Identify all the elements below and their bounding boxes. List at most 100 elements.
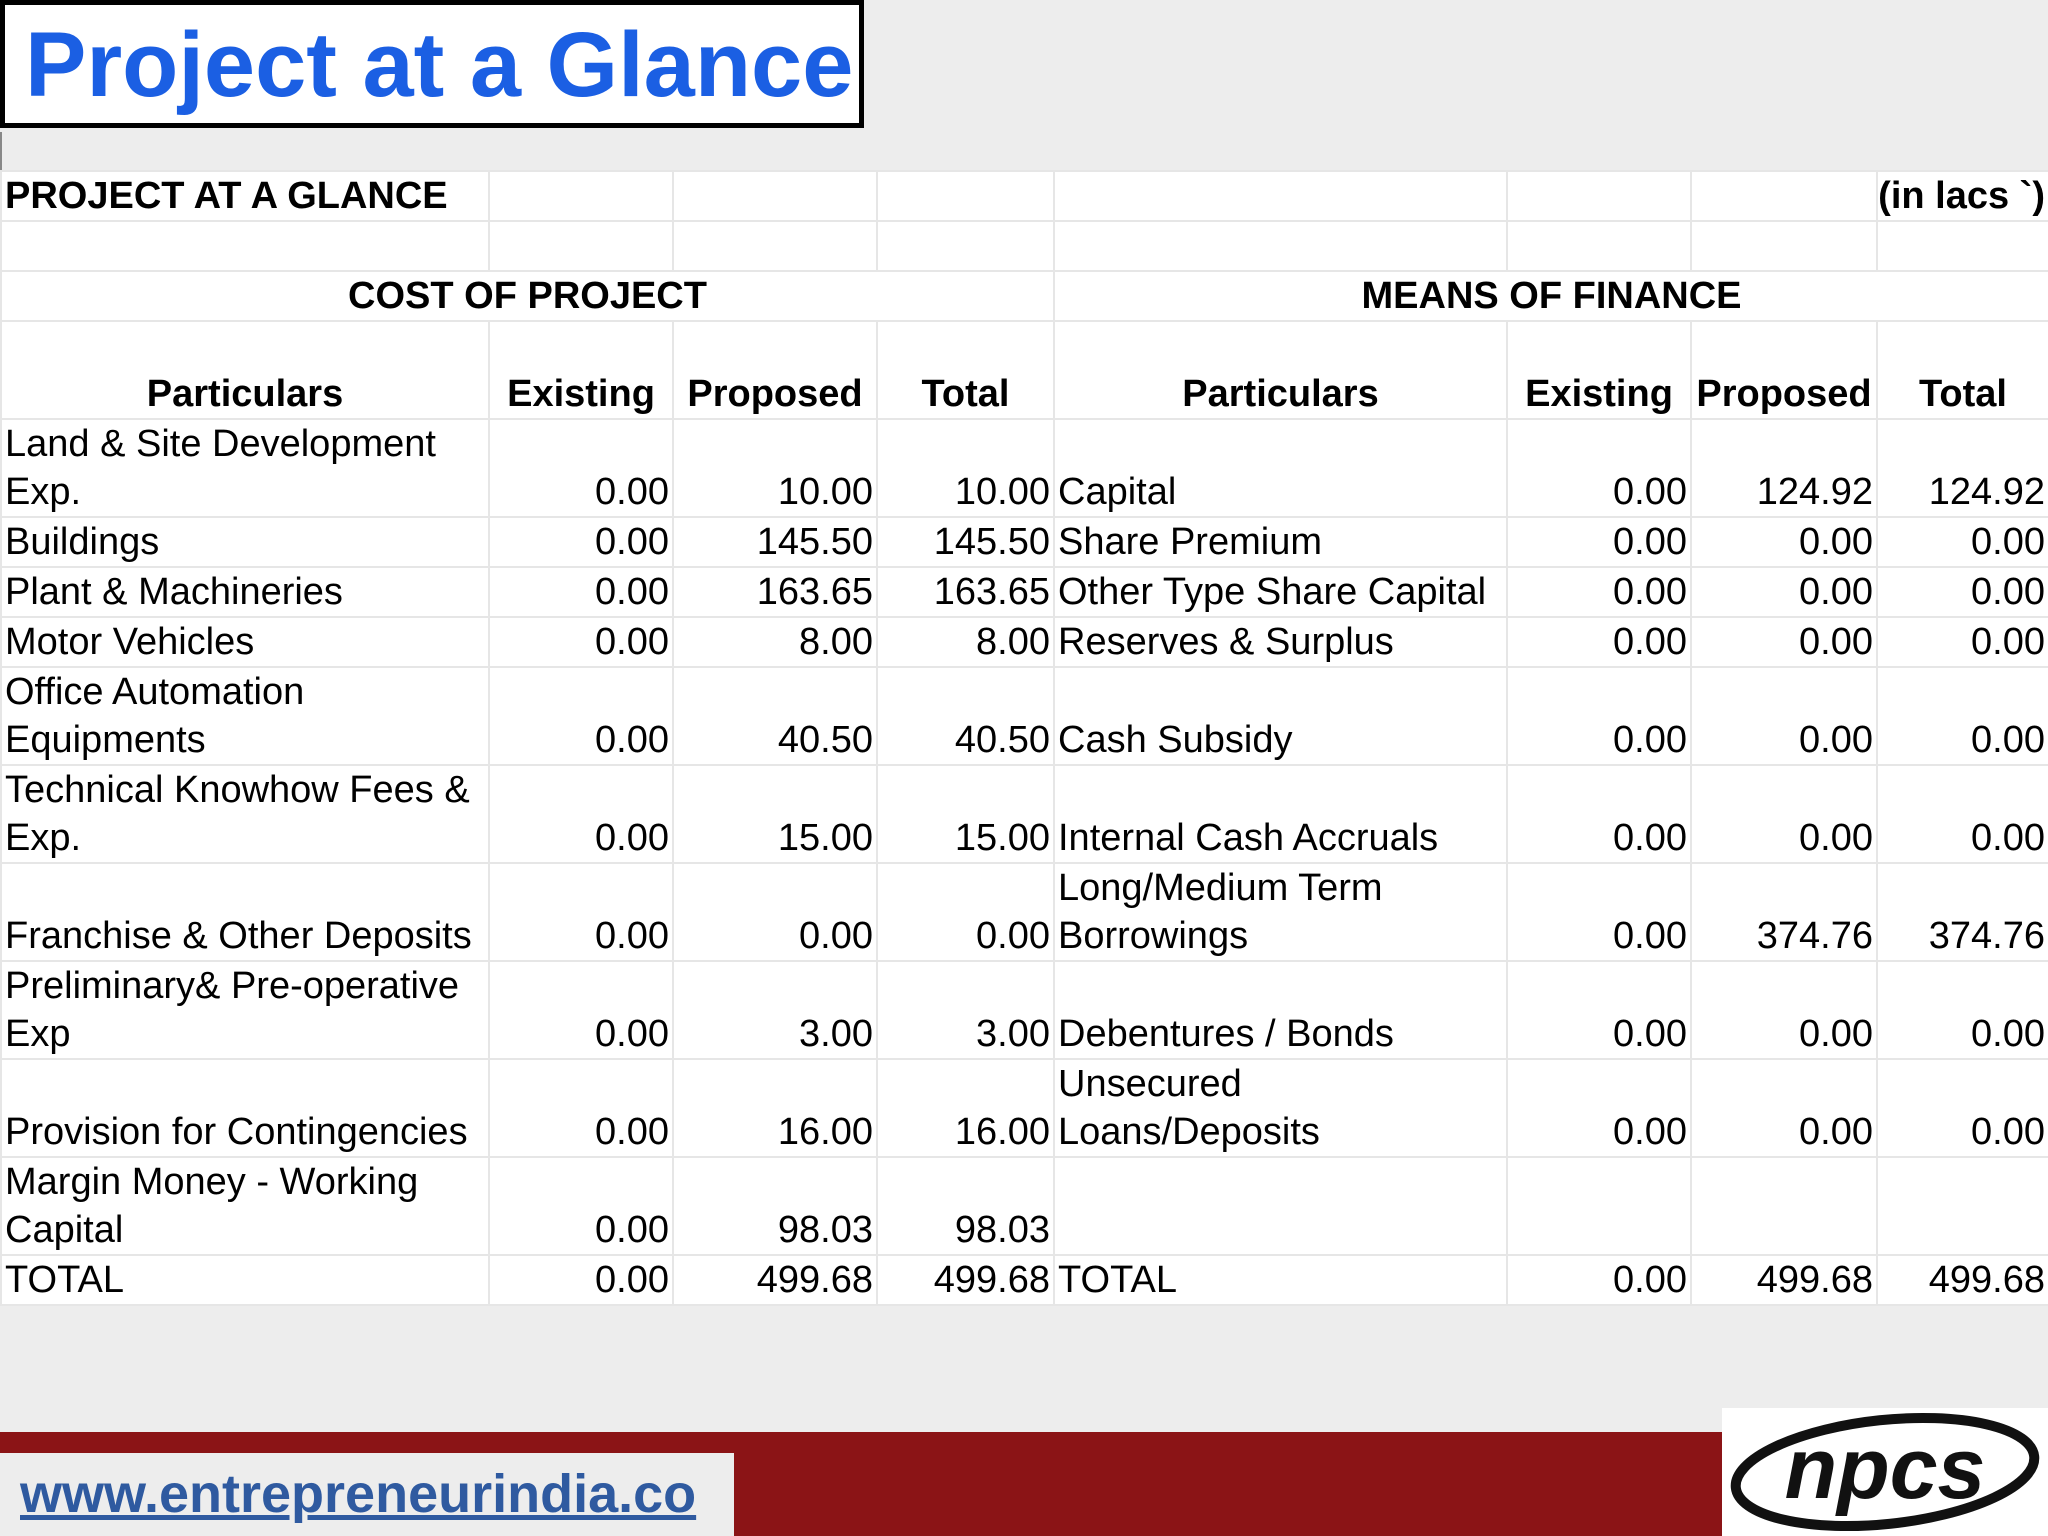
finance-proposed: 0.00 [1690,516,1878,568]
cost-proposed: 163.65 [672,566,878,618]
finance-particular: Other Type Share Capital [1053,566,1508,618]
total-finance-total: 499.68 [1876,1254,2048,1306]
cost-existing: 0.00 [488,516,674,568]
finance-existing: 0.00 [1506,616,1692,668]
cost-particular: Office Automation Equipments [0,666,490,766]
finance-total: 0.00 [1876,1058,2048,1158]
footer-url-box: www.entrepreneurindia.co [0,1453,734,1536]
header-proposed: Proposed [672,320,878,420]
finance-total: 0.00 [1876,516,2048,568]
spreadsheet: PROJECT AT A GLANCE (` in lacs) [0,170,2048,1306]
total-row: TOTAL 0.00 499.68 499.68 TOTAL 0.00 499.… [0,1254,2048,1306]
empty-cell [672,170,878,222]
cost-particular: Margin Money - Working Capital [0,1156,490,1256]
empty-cell [672,220,878,272]
finance-proposed: 0.00 [1690,666,1878,766]
cost-proposed: 3.00 [672,960,878,1060]
finance-proposed [1690,1156,1878,1256]
total-cost-proposed: 499.68 [672,1254,878,1306]
finance-total: 0.00 [1876,566,2048,618]
finance-particular: Internal Cash Accruals [1053,764,1508,864]
table-row: Buildings 0.00 145.50 145.50 Share Premium 0.… [0,516,2048,568]
cost-particular: Franchise & Other Deposits [0,862,490,962]
finance-total: 0.00 [1876,764,2048,864]
finance-existing: 0.00 [1506,960,1692,1060]
cost-total: 145.50 [876,516,1055,568]
cost-proposed: 8.00 [672,616,878,668]
cost-total: 10.00 [876,418,1055,518]
slide-title: Project at a Glance [25,14,854,116]
finance-particular: Cash Subsidy [1053,666,1508,766]
empty-cell [1053,220,1508,272]
cost-total: 8.00 [876,616,1055,668]
total-label: TOTAL [1053,1254,1508,1306]
cost-total: 40.50 [876,666,1055,766]
cost-proposed: 10.00 [672,418,878,518]
cost-particular: Plant & Machineries [0,566,490,618]
logo-text: npcs [1785,1421,1986,1517]
table-row: Office Automation Equipments 0.00 40.50 40.… [0,666,2048,766]
cost-existing: 0.00 [488,616,674,668]
cost-existing: 0.00 [488,764,674,864]
sheet-title: PROJECT AT A GLANCE [0,170,490,222]
empty-cell [876,170,1055,222]
website-link[interactable]: www.entrepreneurindia.co [20,1464,697,1524]
cost-particular: Land & Site Development Exp. [0,418,490,518]
empty-cell [1506,220,1692,272]
finance-proposed: 124.92 [1690,418,1878,518]
finance-proposed: 0.00 [1690,566,1878,618]
finance-existing [1506,1156,1692,1256]
finance-proposed: 0.00 [1690,1058,1878,1158]
total-cost-total: 499.68 [876,1254,1055,1306]
table-row: Technical Knowhow Fees & Exp. 0.00 15.00 15… [0,764,2048,864]
cost-total: 0.00 [876,862,1055,962]
finance-particular: Capital [1053,418,1508,518]
finance-existing: 0.00 [1506,516,1692,568]
table-row: Land & Site Development Exp. 0.00 10.00 10.… [0,418,2048,518]
cost-existing: 0.00 [488,862,674,962]
npcs-logo-icon: npcs [1730,1412,2040,1532]
finance-total: 0.00 [1876,666,2048,766]
cost-total: 98.03 [876,1156,1055,1256]
finance-existing: 0.00 [1506,1058,1692,1158]
finance-particular: Unsecured Loans/Deposits [1053,1058,1508,1158]
header-total: Total [876,320,1055,420]
finance-particular [1053,1156,1508,1256]
cost-particular: Motor Vehicles [0,616,490,668]
table-row: Provision for Contingencies 0.00 16.00 16.0… [0,1058,2048,1158]
finance-proposed: 0.00 [1690,616,1878,668]
unit-label: (` in lacs) [1876,170,2048,222]
project-glance-table: PROJECT AT A GLANCE (` in lacs) [0,170,2048,1306]
empty-cell [488,220,674,272]
cost-proposed: 15.00 [672,764,878,864]
cost-existing: 0.00 [488,566,674,618]
npcs-logo: npcs [1722,1408,2048,1536]
finance-particular: Reserves & Surplus [1053,616,1508,668]
slide-title-box: Project at a Glance [0,0,864,128]
left-rule [0,132,2,170]
cost-proposed: 40.50 [672,666,878,766]
header-existing: Existing [488,320,674,420]
finance-proposed: 0.00 [1690,960,1878,1060]
table-body: Land & Site Development Exp. 0.00 10.00 10.… [0,418,2048,1256]
cost-particular: Provision for Contingencies [0,1058,490,1158]
finance-existing: 0.00 [1506,566,1692,618]
cost-existing: 0.00 [488,1156,674,1256]
cost-total: 16.00 [876,1058,1055,1158]
cost-proposed: 0.00 [672,862,878,962]
empty-cell [1690,170,1878,222]
finance-total [1876,1156,2048,1256]
cost-proposed: 98.03 [672,1156,878,1256]
cost-existing: 0.00 [488,960,674,1060]
cost-total: 15.00 [876,764,1055,864]
finance-proposed: 374.76 [1690,862,1878,962]
table-row: Plant & Machineries 0.00 163.65 163.65 Other… [0,566,2048,618]
header-existing: Existing [1506,320,1692,420]
total-cost-existing: 0.00 [488,1254,674,1306]
finance-existing: 0.00 [1506,764,1692,864]
header-particulars: Particulars [1053,320,1508,420]
header-proposed: Proposed [1690,320,1878,420]
empty-cell [1053,170,1508,222]
total-label: TOTAL [0,1254,490,1306]
finance-existing: 0.00 [1506,862,1692,962]
